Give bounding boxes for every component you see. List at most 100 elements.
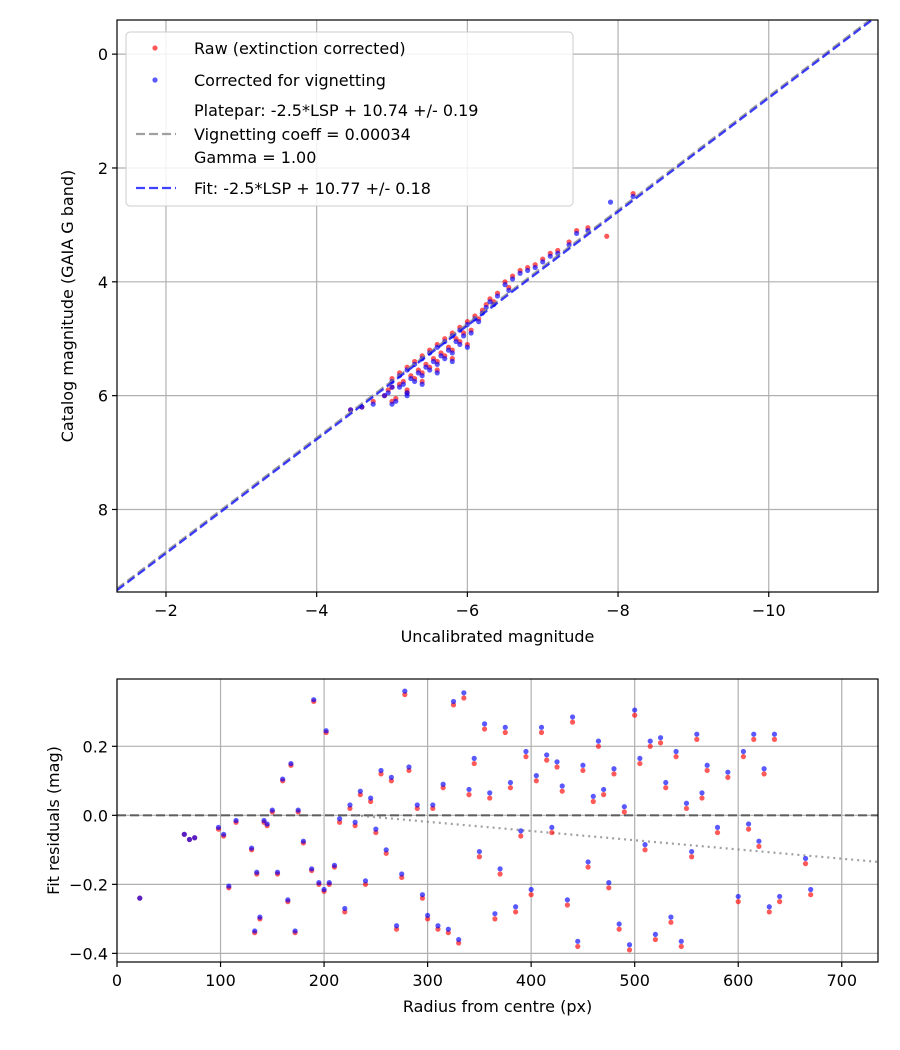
legend-label: Platepar: -2.5*LSP + 10.74 +/- 0.19 [194,101,478,120]
data-point [434,361,440,367]
data-point [471,755,477,761]
data-point [468,330,474,336]
data-point [704,767,710,774]
data-point [476,848,482,855]
data-point [683,800,690,806]
data-point [419,381,425,387]
data-point [528,886,534,893]
data-point [604,233,610,239]
data-point [415,370,421,376]
data-point [321,886,327,893]
data-point [761,771,767,777]
data-point [564,902,570,908]
data-point [745,826,752,832]
data-point [300,838,306,844]
plot-area [117,688,878,953]
data-point [637,760,643,767]
data-point [642,847,648,853]
data-point [771,736,778,742]
data-point [652,936,658,943]
data-point [476,854,482,860]
data-point [326,880,332,886]
data-point [673,748,679,755]
data-point [590,793,596,799]
data-point [751,731,757,737]
data-point [430,358,437,365]
data-point [430,802,436,808]
data-point [389,384,395,390]
data-point [476,319,482,325]
x-tick-label: −4 [305,601,329,620]
data-point [434,370,440,376]
data-point [389,401,395,407]
data-point [663,785,669,791]
data-point [221,831,227,837]
data-point [449,350,455,356]
data-point [357,788,363,794]
data-point [414,802,420,808]
data-point [699,790,705,796]
data-point [756,838,762,844]
data-point [777,893,783,900]
data-point [497,866,503,872]
data-point [492,916,498,922]
x-tick-label: −8 [606,601,630,620]
x-axis-label: Radius from centre (px) [403,997,592,1016]
data-point [554,764,560,770]
data-point [585,864,591,870]
data-point [745,821,752,827]
data-point [269,807,275,813]
legend: Raw (extinction corrected) Corrected for … [125,31,574,207]
data-point [471,760,477,767]
legend-label: Vignetting coeff = 0.00034 [194,125,411,144]
data-point [704,762,710,768]
data-point [408,375,414,382]
data-point [481,721,488,727]
data-point [528,892,534,898]
data-point [464,344,470,350]
data-point [450,698,457,705]
data-point [362,878,369,884]
data-point [549,824,555,831]
data-point [601,786,607,793]
data-point [523,748,529,755]
data-point [652,931,658,937]
data-point [257,914,263,920]
data-point [663,779,669,786]
data-point [435,923,441,929]
data-point [525,267,531,274]
data-point [532,264,538,271]
y-tick-label: 0.2 [83,737,108,756]
x-tick-label: 100 [205,971,236,990]
data-point [181,831,187,837]
data-point [513,909,519,915]
data-point [569,714,576,720]
data-point [215,824,222,831]
data-point [740,754,747,760]
data-point [601,792,607,798]
data-point [370,401,376,407]
data-point [494,293,501,299]
data-point [647,738,653,744]
y-tick-label: 4 [98,273,108,292]
data-point [461,690,467,696]
data-point [689,854,695,860]
data-point [252,928,258,934]
data-point [461,695,467,701]
data-point [323,728,329,734]
data-point [393,923,400,929]
data-point [766,904,772,910]
data-point [549,829,555,836]
data-point [502,729,508,736]
data-point [487,790,493,796]
data-point [632,707,638,713]
data-point [427,367,433,373]
data-point [580,767,586,774]
data-point [611,771,617,777]
data-point [487,299,493,305]
data-point [393,398,399,404]
y-tick-label: 0 [98,45,108,64]
data-point [630,193,636,200]
data-point [694,736,700,742]
data-point [507,779,514,786]
